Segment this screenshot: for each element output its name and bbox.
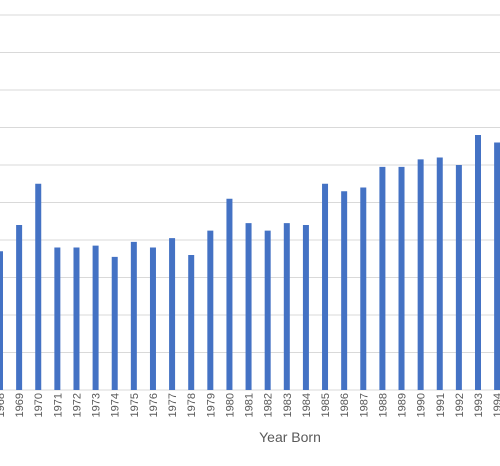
- bar-1974: [111, 256, 118, 390]
- x-tick-labels: 1968 1969 1970 1971 1972 1973 1974 1975 1976 1977…: [0, 393, 500, 417]
- bar-1993: [475, 135, 481, 390]
- x-tick-label: 1985: [320, 393, 332, 417]
- x-tick-label: 1994: [492, 393, 500, 417]
- x-tick-label: 1982: [263, 393, 275, 417]
- x-tick-label: 1981: [244, 393, 256, 417]
- bars: [0, 135, 500, 390]
- bar-1983: [283, 223, 290, 390]
- x-tick-label: 1992: [454, 393, 466, 417]
- bar-1970: [35, 183, 42, 390]
- x-tick-label: 1989: [397, 393, 409, 417]
- bar-1991: [436, 157, 443, 390]
- x-tick-label: 1986: [339, 393, 351, 417]
- x-tick-label: 1980: [224, 393, 236, 417]
- x-tick-label: 1990: [416, 393, 428, 417]
- x-tick-label: 1988: [377, 393, 389, 417]
- bar-1989: [398, 166, 405, 390]
- x-tick-label: 1978: [186, 393, 198, 417]
- bar-1978: [188, 255, 195, 390]
- bar-1975: [130, 241, 137, 390]
- x-tick-label: 1968: [0, 393, 7, 417]
- x-tick-label: 1976: [148, 393, 160, 417]
- bar-1982: [264, 230, 271, 390]
- x-tick-label: 1991: [435, 393, 447, 417]
- x-tick-label: 1969: [14, 393, 26, 417]
- bar-1968: [0, 251, 3, 390]
- x-tick-label: 1984: [301, 393, 313, 417]
- x-tick-label: 1970: [33, 393, 45, 417]
- x-tick-label: 1993: [473, 393, 485, 417]
- x-tick-label: 1975: [129, 393, 141, 417]
- x-tick-label: 1972: [71, 393, 83, 417]
- bar-1980: [226, 198, 233, 390]
- bar-1971: [54, 247, 61, 390]
- bar-1973: [92, 245, 99, 390]
- x-tick-label: 1974: [110, 393, 122, 417]
- bar-1988: [379, 166, 386, 390]
- bar-1972: [73, 247, 80, 390]
- bar-1984: [302, 225, 309, 390]
- bar-1987: [360, 187, 367, 390]
- x-tick-label: 1971: [52, 393, 64, 417]
- bar-1990: [417, 159, 424, 390]
- x-tick-label: 1973: [91, 393, 103, 417]
- x-tick-label: 1987: [358, 393, 370, 417]
- bar-1969: [16, 225, 23, 390]
- x-tick-label: 1979: [205, 393, 217, 417]
- bar-1992: [455, 165, 462, 390]
- bar-1976: [149, 247, 156, 390]
- bar-1994: [494, 142, 500, 390]
- x-tick-label: 1977: [167, 393, 179, 417]
- bar-1977: [169, 238, 176, 390]
- x-tick-label: 1983: [282, 393, 294, 417]
- bar-1986: [341, 191, 348, 390]
- bar-1979: [207, 230, 214, 390]
- x-axis-title: Year Born: [259, 429, 321, 445]
- bar-1985: [322, 183, 329, 390]
- bar-1981: [245, 223, 252, 390]
